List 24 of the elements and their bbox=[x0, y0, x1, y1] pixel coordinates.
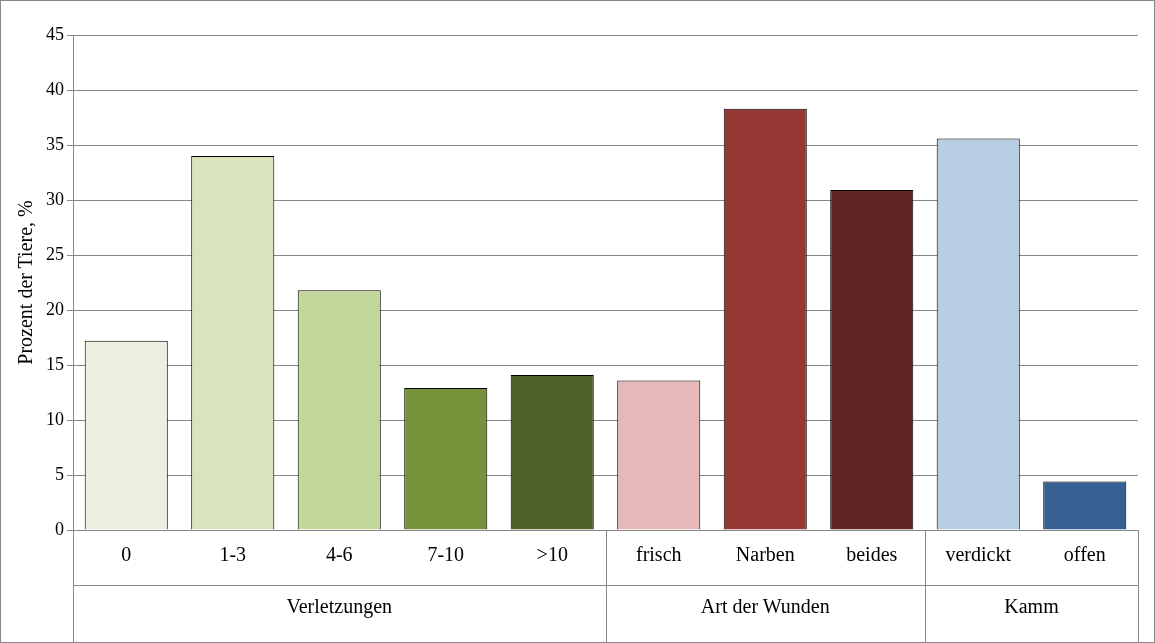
x-tick-label: >10 bbox=[536, 543, 568, 566]
y-tick-label: 15 bbox=[46, 353, 64, 374]
x-tick-label: 1-3 bbox=[219, 543, 247, 566]
text: Kamm bbox=[1004, 595, 1060, 618]
y-tick-label: 20 bbox=[46, 298, 64, 319]
y-axis-title: Prozent der Tiere, % bbox=[14, 200, 37, 365]
x-tick-label: Narben bbox=[735, 543, 795, 566]
x-tick-label: offen bbox=[1063, 543, 1106, 566]
x-tick-label: 7-10 bbox=[427, 543, 465, 566]
y-tick-label: 30 bbox=[46, 188, 64, 209]
y-tick-label: 40 bbox=[46, 78, 64, 99]
text: Verletzungen bbox=[286, 595, 393, 619]
y-tick-label: 10 bbox=[46, 408, 64, 429]
y-tick-label: 5 bbox=[55, 463, 64, 484]
x-tick-label: 0 bbox=[121, 543, 132, 566]
text: Art der Wunden bbox=[700, 595, 830, 618]
x-tick-label: beides bbox=[846, 543, 898, 566]
y-tick-label: 25 bbox=[46, 243, 64, 264]
y-tick-label: 45 bbox=[46, 23, 64, 44]
x-tick-label: frisch bbox=[635, 543, 682, 566]
y-tick-label: 35 bbox=[46, 133, 64, 154]
x-tick-label: verdickt bbox=[945, 543, 1012, 566]
y-tick-label: 0 bbox=[55, 518, 64, 539]
x-tick-label: 4-6 bbox=[325, 543, 353, 566]
